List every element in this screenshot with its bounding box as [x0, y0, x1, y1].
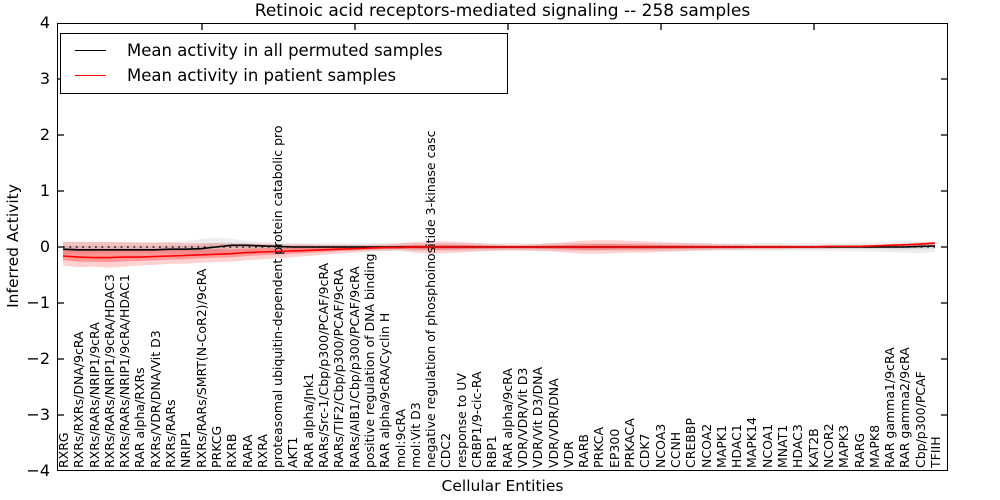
x-tick-label: PRKCG	[208, 425, 224, 468]
x-tick-label: negative regulation of phosphoinositide …	[423, 130, 439, 469]
x-tick-label: RARs/Src-1/Cbp/p300/PCAF/9cRA	[316, 262, 332, 468]
x-tick-label: NCOA1	[759, 423, 775, 468]
x-tick-label: CDK7	[637, 433, 653, 468]
x-tick-label: VDR/VDR/DNA	[545, 378, 561, 468]
x-tick-label: RAR alpha/9cRA/Cyclin H	[377, 312, 393, 468]
x-tick-label: PRKACA	[622, 418, 638, 468]
x-tick-label: NCOR2	[820, 423, 836, 468]
x-tick-label: RARs/TIF2/Cbp/p300/PCAF/9cRA	[331, 268, 347, 468]
x-tick-label: CCNH	[667, 431, 683, 468]
x-tick-label: RXRG	[56, 432, 71, 468]
chart-title: Retinoic acid receptors-mediated signali…	[254, 1, 751, 21]
x-tick-label: Cbp/p300/PCAF	[912, 371, 928, 468]
x-tick-label: VDR/VDR/Vit D3	[514, 367, 530, 468]
x-tick-label: AKT1	[285, 436, 301, 468]
x-tick-label: VDR	[560, 441, 576, 468]
x-tick-label: RAR gamma2/9cRA	[897, 347, 913, 468]
x-tick-label: EP300	[606, 428, 622, 468]
x-tick-label: RXRs/RARs/NRIP1/9cRA/HDAC1	[117, 274, 133, 468]
x-tick-label: RAR alpha/9cRA	[499, 368, 515, 468]
y-tick-label: 0	[39, 237, 50, 256]
x-tick-label: RXRs/RARs/NRIP1/9cRA/HDAC3	[101, 274, 117, 468]
x-tick-label: RARG	[851, 432, 867, 468]
x-tick-label: NCOA2	[698, 423, 714, 468]
legend-label-patient: Mean activity in patient samples	[127, 66, 397, 85]
legend-item-patient: Mean activity in patient samples	[61, 63, 507, 88]
x-tick-label: CDC2	[438, 432, 454, 468]
x-tick-label: NRIP1	[178, 430, 194, 468]
legend-line-black-icon	[75, 50, 106, 51]
y-tick-label: 3	[39, 69, 50, 88]
x-tick-label: RXRA	[254, 434, 270, 468]
x-tick-label: NCOA3	[652, 423, 668, 468]
x-tick-label: RARB	[576, 434, 592, 468]
x-tick-label: RXRs/RARs	[163, 399, 179, 468]
x-tick-label: VDR/Vit D3/DNA	[530, 366, 546, 468]
x-tick-label: MAPK1	[713, 424, 729, 468]
x-tick-label: RAR gamma1/9cRA	[882, 347, 898, 468]
x-tick-label: RXRs/RARs/NRIP1/9cRA	[86, 322, 102, 468]
x-tick-label: MAPK3	[836, 424, 852, 468]
x-tick-label: KAT2B	[805, 428, 821, 468]
x-tick-label: RARA	[239, 434, 255, 468]
x-tick-label: CRBP1/9-cic-RA	[469, 371, 485, 468]
x-tick-label: TFIIH	[928, 436, 943, 468]
legend: Mean activity in all permuted samples Me…	[60, 33, 508, 94]
y-tick-label: −4	[26, 461, 50, 480]
plot-area: RXRG RXRs/RXRs/DNA/9cRA RXRs/RARs/NRIP1/9c…	[56, 23, 948, 471]
plot-svg	[57, 23, 948, 471]
x-tick-label: mol:9cRA	[392, 408, 408, 468]
legend-item-permuted: Mean activity in all permuted samples	[61, 38, 507, 63]
legend-line-red-icon	[75, 75, 106, 76]
y-tick-label: 4	[39, 13, 50, 32]
x-tick-label: mol:Vit D3	[407, 402, 423, 468]
x-tick-label: PRKCA	[591, 426, 607, 468]
legend-label-permuted: Mean activity in all permuted samples	[127, 41, 443, 60]
x-tick-label: CREBBP	[683, 418, 699, 468]
y-tick-label: −3	[26, 405, 50, 424]
x-axis-label: Cellular Entities	[441, 477, 564, 495]
x-tick-label: RARs/AIB1/Cbp/p300/PCAF/9cRA	[346, 266, 362, 468]
x-tick-label: MNAT1	[775, 424, 791, 468]
x-tick-label: RAR alpha/Jnk1	[300, 372, 316, 468]
x-tick-label: positive regulation of DNA binding	[361, 253, 377, 468]
x-tick-label: RAR alpha/RXRs	[132, 367, 148, 468]
y-tick-label: 1	[39, 181, 50, 200]
x-tick-label: HDAC1	[729, 424, 745, 468]
x-tick-label: RBP1	[484, 435, 500, 468]
x-tick-label: response to UV	[453, 373, 469, 468]
x-tick-label: proteasomal ubiquitin-dependent protein …	[270, 125, 286, 468]
x-tick-label: RXRs/RXRs/DNA/9cRA	[71, 331, 87, 468]
y-tick-label: 2	[39, 125, 50, 144]
x-tick-label: RXRB	[224, 433, 240, 468]
x-tick-label: HDAC3	[790, 424, 806, 468]
x-tick-label: RXRs/VDR/DNA/Vit D3	[147, 330, 163, 468]
x-tick-label: MAPK8	[866, 424, 882, 468]
y-tick-label: −1	[26, 293, 50, 312]
x-tick-label: RXRs/RARs/SMRT(N-CoR2)/9cRA	[193, 268, 209, 468]
x-tick-label: MAPK14	[744, 417, 760, 468]
y-tick-label: −2	[26, 349, 50, 368]
